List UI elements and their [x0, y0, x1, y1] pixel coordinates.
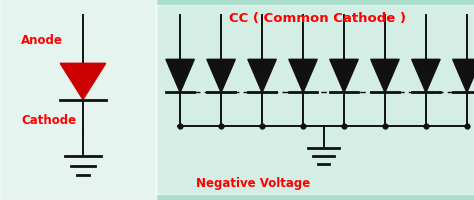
Polygon shape [330, 60, 358, 93]
Polygon shape [166, 60, 194, 93]
Text: CC ( Common Cathode ): CC ( Common Cathode ) [229, 12, 406, 25]
Polygon shape [248, 60, 276, 93]
Bar [0, 0, 156, 200]
Polygon shape [371, 60, 399, 93]
Text: Cathode: Cathode [21, 114, 76, 126]
Bar [156, 6, 474, 194]
Text: Anode: Anode [21, 34, 63, 46]
Polygon shape [60, 64, 106, 100]
Polygon shape [289, 60, 317, 93]
Polygon shape [453, 60, 474, 93]
Polygon shape [412, 60, 440, 93]
Text: Negative Voltage: Negative Voltage [196, 177, 311, 189]
Polygon shape [207, 60, 235, 93]
